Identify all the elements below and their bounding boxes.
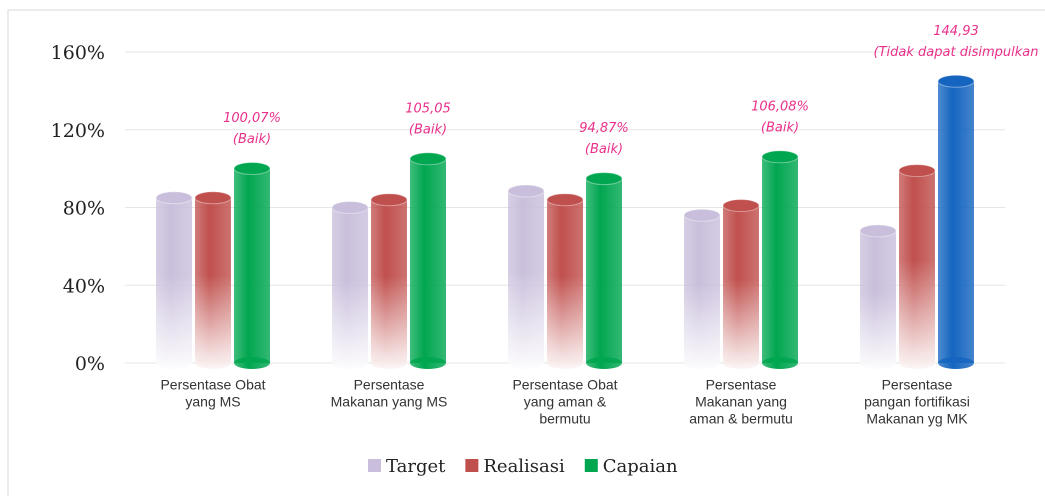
bar-bottom — [762, 357, 798, 369]
bar-top — [409, 152, 447, 166]
bar-top — [898, 164, 936, 178]
legend-swatch — [368, 459, 381, 472]
bar-bottom — [586, 357, 622, 369]
data-label: 105,05 — [405, 101, 451, 116]
x-tick-label: pangan fortifikasi — [864, 394, 970, 410]
bar-top — [683, 208, 721, 222]
data-label: 144,93 — [933, 24, 979, 39]
bar-fade — [899, 170, 935, 369]
x-tick-label: Makanan yg MK — [866, 411, 968, 427]
data-label-note: (Baik) — [761, 120, 799, 135]
bar — [938, 81, 974, 364]
bar-top — [233, 161, 271, 175]
bar-top — [937, 74, 975, 88]
legend-label: Target — [386, 456, 446, 477]
y-tick-label: 120% — [51, 120, 105, 142]
x-tick-label: Persentase Obat — [160, 377, 265, 393]
data-label: 94,87% — [579, 121, 629, 136]
x-tick-label: aman & bermutu — [689, 411, 793, 427]
data-label-note: (Baik) — [585, 142, 623, 157]
x-tick-label: Persentase — [706, 377, 777, 393]
chart-border — [7, 9, 1045, 496]
bar-top — [194, 191, 232, 205]
bar-fade — [723, 205, 759, 369]
y-tick-label: 40% — [63, 275, 105, 297]
x-tick-label: Persentase — [354, 377, 425, 393]
bar-top — [155, 191, 193, 205]
bar-bottom — [938, 357, 974, 369]
bar-fade — [156, 197, 192, 369]
bar-top — [546, 193, 584, 207]
y-tick-label: 0% — [75, 353, 105, 375]
bar-fade — [860, 230, 896, 369]
legend-swatch — [465, 459, 479, 472]
y-tick-label: 160% — [51, 42, 105, 64]
bar-top — [722, 199, 760, 213]
bar-top — [859, 224, 897, 238]
y-tick-label: 80% — [63, 198, 105, 220]
bar-fade — [508, 190, 544, 369]
bar-top — [507, 184, 545, 198]
bar — [410, 158, 446, 363]
bar-fade — [684, 215, 720, 369]
bar-top — [585, 172, 623, 186]
data-label-note: (Baik) — [233, 132, 271, 147]
data-label-note: (Tidak dapat disimpulkan — [874, 45, 1039, 60]
bar-fade — [547, 199, 583, 369]
bar — [586, 178, 622, 363]
x-tick-label: bermutu — [539, 411, 590, 427]
data-label-note: (Baik) — [409, 122, 447, 137]
legend-label: Capaian — [603, 456, 678, 477]
bar-bottom — [234, 357, 270, 369]
legend-swatch — [584, 459, 598, 472]
bar — [234, 168, 270, 363]
x-tick-label: Persentase Obat — [512, 377, 617, 393]
x-tick-label: Makanan yang MS — [331, 394, 448, 410]
bar-bottom — [410, 357, 446, 369]
x-tick-label: Persentase — [882, 377, 953, 393]
x-tick-label: yang MS — [185, 394, 240, 410]
data-label: 100,07% — [223, 111, 281, 126]
bar-top — [331, 201, 369, 214]
bar-top — [761, 150, 799, 164]
bar — [762, 156, 798, 363]
x-tick-label: yang aman & — [524, 394, 607, 410]
bar-fade — [371, 199, 407, 369]
legend-label: Realisasi — [483, 456, 565, 477]
x-tick-label: Makanan yang — [695, 394, 787, 410]
data-label: 106,08% — [751, 99, 809, 114]
bar-fade — [195, 197, 231, 369]
bar-top — [370, 193, 408, 207]
bar-fade — [332, 207, 368, 369]
